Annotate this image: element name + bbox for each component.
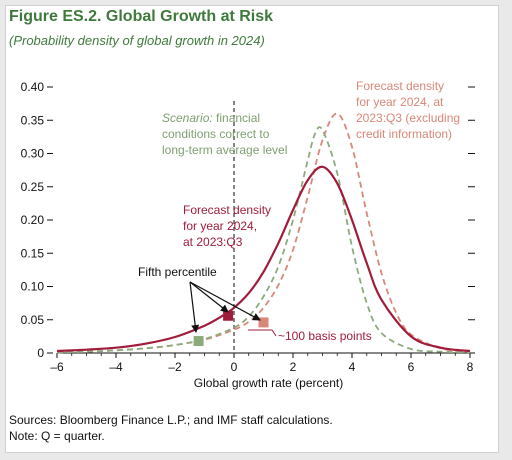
x-tick-label: 6 <box>408 360 415 374</box>
scenario-fifth-percentile-marker <box>193 336 204 347</box>
x-tick-label: –2 <box>168 360 182 374</box>
x-tick-label: –4 <box>109 360 123 374</box>
abbreviation-note: Note: Q = quarter. <box>9 429 105 443</box>
forecast-fifth-percentile-marker <box>223 310 234 321</box>
forecast-excluding-credit-line <box>56 112 471 354</box>
arrow-to-forecast-marker <box>189 281 229 313</box>
sources-note: Sources: Bloomberg Finance L.P.; and IMF… <box>9 413 333 427</box>
y-tick-label: 0.20 <box>21 213 45 227</box>
annotation-scenario: Scenario: financial conditions correct t… <box>162 111 287 157</box>
scenario-line <box>56 126 471 354</box>
x-tick-label: 4 <box>349 360 356 374</box>
y-tick-label: 0.05 <box>21 313 45 327</box>
y-tick-label: 0.40 <box>21 80 45 94</box>
annotation-basis-points: ~100 basis points <box>278 329 372 343</box>
y-tick-label: 0.10 <box>21 280 45 294</box>
x-tick-label: 2 <box>290 360 297 374</box>
arrow-to-excluding-marker <box>189 281 261 321</box>
y-tick-label: 0.15 <box>21 246 45 260</box>
figure-notes: Sources: Bloomberg Finance L.P.; and IMF… <box>9 412 333 444</box>
excluding-fifth-percentile-marker <box>258 317 269 328</box>
figure-title: Figure ES.2. Global Growth at Risk <box>9 8 274 25</box>
arrow-to-scenario-marker <box>189 281 200 333</box>
annotation-fifth-percentile: Fifth percentile <box>138 265 217 279</box>
x-tick-label: 8 <box>467 360 474 374</box>
x-tick-label: –6 <box>50 360 64 374</box>
annotation-forecast: Forecast density for year 2024, at 2023:… <box>183 203 274 249</box>
x-tick-label: 0 <box>231 360 238 374</box>
y-tick-label: 0 <box>37 346 44 360</box>
forecast-density-line <box>56 165 471 353</box>
basis-points-bracket <box>248 329 277 337</box>
y-tick-label: 0.35 <box>21 113 45 127</box>
x-axis-label: Global growth rate (percent) <box>194 376 343 390</box>
annotation-forecast-excluding-credit: Forecast density for year 2024, at 2023:… <box>356 79 463 141</box>
y-tick-label: 0.30 <box>21 147 45 161</box>
figure-panel <box>5 5 499 453</box>
figure-subtitle: (Probability density of global growth in… <box>9 33 265 48</box>
y-tick-label: 0.25 <box>21 180 45 194</box>
